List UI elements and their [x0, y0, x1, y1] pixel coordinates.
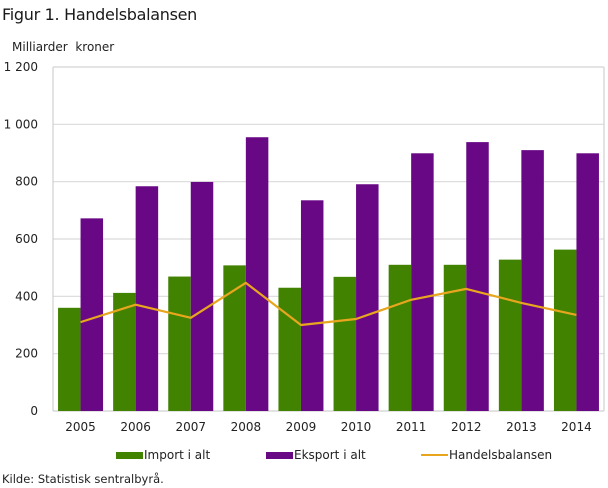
legend-item-export[interactable]: Eksport i alt — [266, 448, 366, 462]
y-tick-label: 800 — [15, 175, 38, 189]
bar-export — [356, 184, 379, 411]
bar-export — [576, 153, 599, 411]
y-tick-label: 600 — [15, 232, 38, 246]
x-tick-label: 2006 — [120, 420, 151, 434]
y-axis-label: Milliarder kroner — [12, 40, 115, 54]
x-tick-label: 2014 — [561, 420, 592, 434]
bar-import — [443, 264, 467, 411]
y-tick-label: 400 — [15, 289, 38, 303]
x-tick-label: 2009 — [286, 420, 317, 434]
bar-export — [190, 181, 214, 411]
bar-export — [135, 186, 159, 411]
bar-export — [521, 150, 544, 411]
x-tick-label: 2012 — [451, 420, 482, 434]
y-tick-label: 200 — [15, 347, 38, 361]
bars — [58, 137, 599, 411]
line-handelsbalansen — [80, 281, 577, 327]
x-tick-label: 2005 — [65, 420, 96, 434]
y-tick-label: 0 — [30, 404, 38, 418]
balance-line — [80, 281, 577, 327]
bar-import — [498, 259, 522, 411]
bar-export — [466, 142, 489, 411]
bar-export — [245, 137, 269, 411]
bar-import — [168, 276, 191, 411]
x-tick-labels: 2005 2006 2007 2008 2009 2010 2011 2012 2013 2014 — [65, 420, 591, 434]
legend-label-balance: Handelsbalansen — [449, 448, 553, 462]
x-tick-label: 2007 — [175, 420, 206, 434]
legend-swatch-balance — [421, 454, 448, 456]
x-tick-label: 2011 — [396, 420, 427, 434]
x-tick-label: 2013 — [506, 420, 537, 434]
bar-import — [553, 249, 577, 411]
legend-swatch-export — [266, 451, 293, 459]
x-tick-label: 2008 — [231, 420, 262, 434]
y-tick-label: 1 000 — [4, 117, 38, 131]
bar-import — [333, 276, 357, 411]
legend-swatch-import — [116, 451, 143, 459]
bar-import — [223, 265, 246, 411]
y-tick-label: 1 200 — [4, 60, 38, 74]
x-tick-label: 2010 — [341, 420, 372, 434]
bar-import — [388, 264, 412, 411]
source-note: Kilde: Statistisk sentralbyrå. — [2, 472, 164, 486]
legend-label-import: Import i alt — [144, 448, 211, 462]
bar-export — [80, 218, 104, 411]
bar-export — [300, 200, 324, 411]
bar-export — [411, 153, 434, 411]
legend-label-export: Eksport i alt — [294, 448, 366, 462]
chart-title: Figur 1. Handelsbalansen — [2, 5, 198, 24]
bar-import — [278, 287, 301, 411]
legend-item-balance[interactable]: Handelsbalansen — [421, 448, 552, 462]
legend-item-import[interactable]: Import i alt — [116, 448, 210, 462]
bar-import — [113, 292, 136, 411]
y-tick-labels: 0 200 400 600 800 1 000 1 200 — [4, 60, 38, 418]
bar-import — [58, 307, 81, 411]
